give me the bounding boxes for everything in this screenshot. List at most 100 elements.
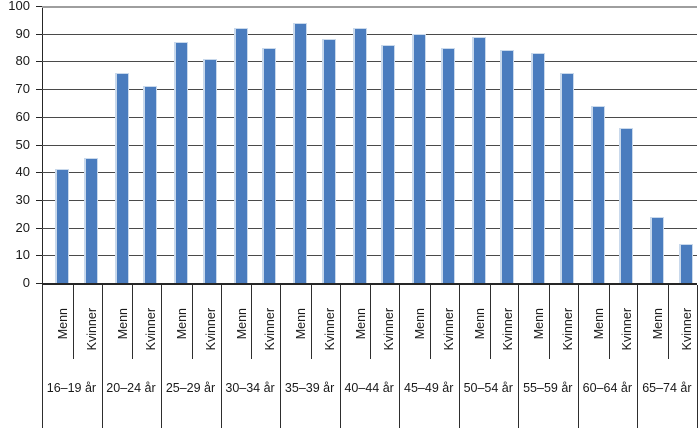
x-axis-group: Menn Kvinner 40–44 år [339,285,400,428]
gridline-40 [42,172,697,174]
bar-series-label: Menn [56,308,70,340]
bar-menn-55-59-år [531,53,546,283]
age-group-label: 20–24 år [106,381,156,395]
age-group-label: 16–19 år [46,381,97,395]
gridline-60 [42,116,697,118]
x-axis-group: Menn Kvinner 30–34 år [220,285,281,428]
bar-kvinner-25-29-år [202,58,217,283]
y-axis-label: 10 [15,247,30,263]
y-axis-tick [36,144,42,146]
x-axis-group: Menn Kvinner 65–74 år [637,285,697,428]
bar-series-label: Menn [413,308,428,340]
bar-series-label: Menn [591,308,606,340]
gridline-20 [42,227,697,229]
bar-kvinner-30-34-år [262,47,277,283]
bar-menn-30-34-år [233,28,248,283]
y-axis-label: 20 [15,219,30,235]
age-group-label: 60–64 år [582,381,633,395]
bar-kvinner-50-54-år [500,50,515,283]
y-axis-tick [36,33,42,35]
bar-menn-60-64-år [590,105,605,283]
y-axis-label: 60 [15,108,30,124]
y-axis-label: 40 [15,164,30,180]
bar-kvinner-20-24-år [143,86,158,283]
x-axis-group: Menn Kvinner 25–29 år [161,285,221,428]
bar-series-label: Kvinner [263,308,278,351]
menn-kvinner-divider [668,285,670,359]
menn-kvinner-divider [549,285,551,359]
bar-series-label: Kvinner [501,308,516,351]
bar-menn-25-29-år [174,42,189,283]
menn-kvinner-divider [489,285,491,359]
y-axis-tick [36,89,42,91]
y-axis-label: 80 [15,53,30,69]
bar-kvinner-60-64-år [619,127,634,283]
menn-kvinner-divider [72,285,74,359]
y-axis-label: 50 [15,136,30,152]
y-axis-tick [36,255,42,257]
age-group-label: 65–74 år [642,381,692,395]
age-group-label: 45–49 år [404,381,454,395]
y-axis-tick [36,283,42,284]
x-axis-group: Menn Kvinner 35–39 år [280,285,340,428]
y-axis-tick [36,6,42,7]
bar-series-label: Menn [115,308,130,340]
bar-kvinner-16-19-år [83,158,98,283]
x-axis-group: Menn Kvinner 55–59 år [518,285,578,428]
bar-menn-40-44-år [352,28,367,283]
bar-menn-20-24-år [114,72,129,283]
age-group-label: 35–39 år [284,381,335,395]
x-axis-group: Menn Kvinner 20–24 år [101,285,162,428]
bar-series-label: Kvinner [84,308,99,351]
bar-series-label: Menn [472,308,487,340]
y-axis-tick [36,227,42,229]
bar-kvinner-35-39-år [321,39,336,283]
y-axis-label: 70 [15,81,30,97]
bar-series-label: Menn [175,308,190,340]
menn-kvinner-divider [608,285,610,359]
bar-series-label: Kvinner [620,308,635,351]
menn-kvinner-divider [132,285,134,359]
y-axis-label: 0 [22,275,30,290]
x-axis-group: Menn Kvinner 45–49 år [399,285,459,428]
bar-menn-65-74-år [650,216,665,283]
bar-menn-35-39-år [293,22,308,283]
menn-kvinner-divider [191,285,193,359]
gridline-30 [42,199,697,201]
bar-series-label: Kvinner [560,308,575,351]
y-axis-label: 90 [15,25,30,41]
age-group-label: 25–29 år [165,381,216,395]
x-axis-area: Menn Kvinner 16–19 år Menn Kvinner 20–24 år Me… [42,285,698,430]
y-axis-labels: 0 10 20 30 40 50 60 70 80 90 100 [0,0,30,430]
y-axis-label: 30 [15,191,30,207]
gridline-100 [42,6,697,8]
bar-series-label: Kvinner [382,308,397,351]
bar-series-label: Menn [294,308,309,340]
gridline-90 [42,33,697,35]
bar-series-label: Kvinner [203,308,218,351]
age-group-label: 55–59 år [523,381,573,395]
y-axis-tick [36,172,42,174]
bar-kvinner-55-59-år [559,72,574,283]
bar-series-label: Menn [353,308,368,340]
y-axis-tick [36,199,42,201]
x-axis-group: Menn Kvinner 50–54 år [458,285,519,428]
bar-series-label: Kvinner [322,308,337,351]
bar-series-label: Kvinner [679,308,694,351]
menn-kvinner-divider [430,285,432,359]
x-axis-group: Menn Kvinner 16–19 år [42,285,102,428]
age-group-label: 30–34 år [225,381,275,395]
menn-kvinner-divider [370,285,372,359]
plot-area [36,6,697,284]
menn-kvinner-divider [251,285,253,359]
gridline-80 [42,61,697,63]
gridline-70 [42,89,697,91]
x-axis-end-line [696,285,698,428]
bar-series-label: Menn [532,308,547,340]
gridline-10 [42,255,697,257]
y-axis-tick [36,61,42,63]
bar-menn-50-54-år [471,36,486,283]
bar-kvinner-40-44-år [381,44,396,283]
bar-menn-45-49-år [412,33,427,283]
